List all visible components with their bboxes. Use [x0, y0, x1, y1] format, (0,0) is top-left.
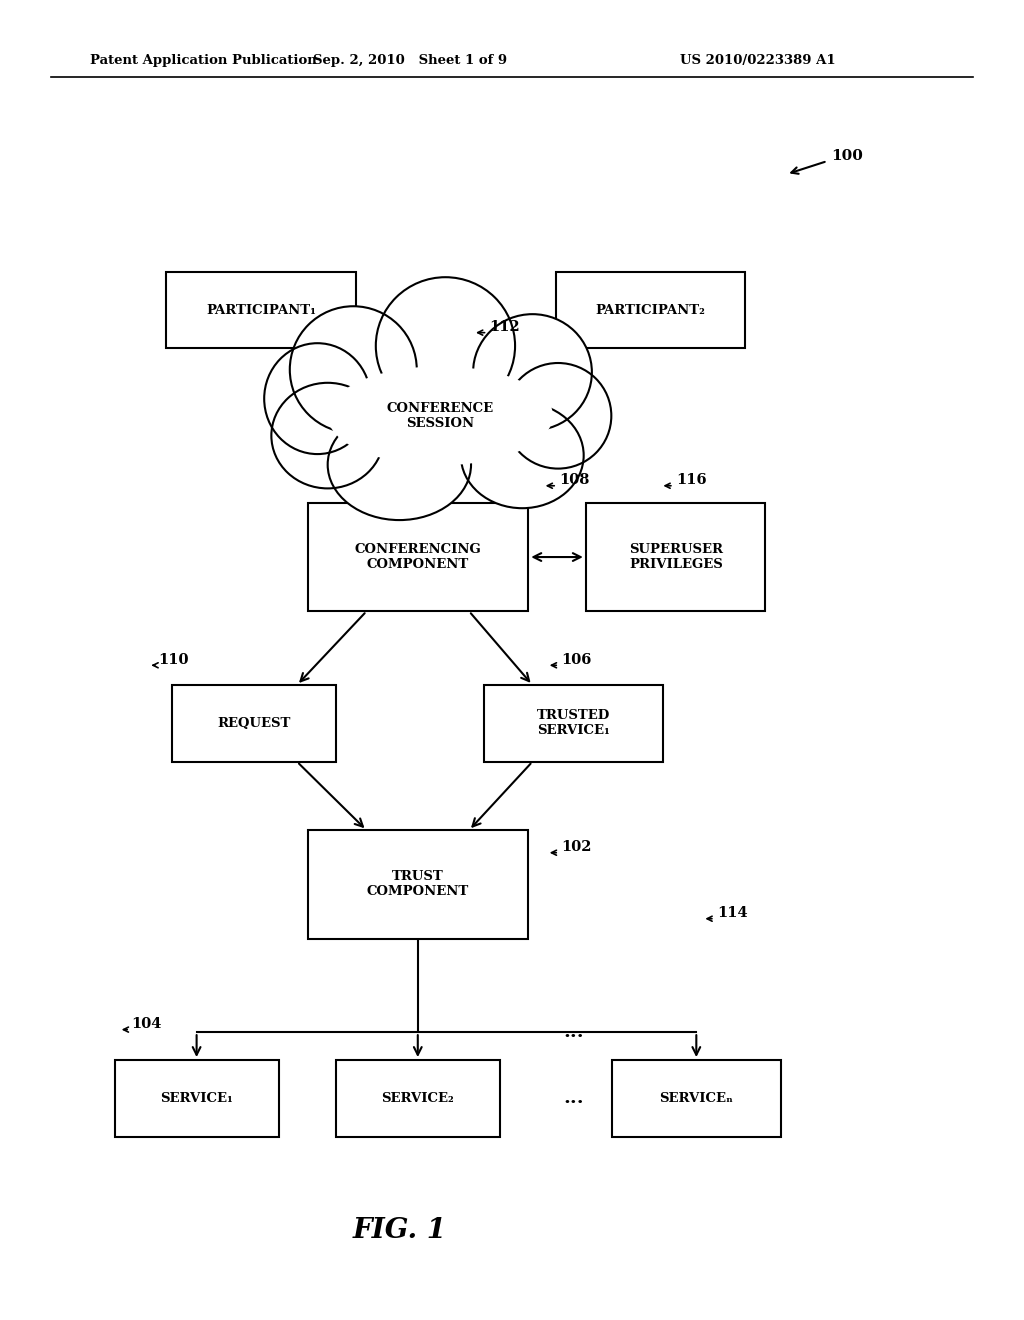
Text: 116: 116: [676, 474, 707, 487]
Text: 108: 108: [559, 474, 590, 487]
Text: ...: ...: [563, 1023, 584, 1041]
Text: PARTICIPANT₂: PARTICIPANT₂: [595, 304, 706, 317]
Text: REQUEST: REQUEST: [217, 717, 291, 730]
FancyBboxPatch shape: [612, 1060, 781, 1137]
Ellipse shape: [328, 367, 553, 466]
Text: SERVICEₙ: SERVICEₙ: [659, 1092, 733, 1105]
Ellipse shape: [461, 403, 584, 508]
Text: CONFERENCING
COMPONENT: CONFERENCING COMPONENT: [354, 543, 481, 572]
FancyBboxPatch shape: [115, 1060, 279, 1137]
Text: TRUST
COMPONENT: TRUST COMPONENT: [367, 870, 469, 899]
Ellipse shape: [376, 277, 515, 414]
FancyBboxPatch shape: [307, 830, 528, 939]
FancyBboxPatch shape: [336, 1060, 500, 1137]
Ellipse shape: [271, 383, 384, 488]
Text: 114: 114: [717, 907, 748, 920]
Text: 100: 100: [831, 149, 863, 162]
Text: CONFERENCE
SESSION: CONFERENCE SESSION: [387, 401, 494, 430]
FancyBboxPatch shape: [172, 685, 336, 762]
FancyBboxPatch shape: [555, 272, 745, 348]
Text: 110: 110: [159, 653, 189, 667]
Ellipse shape: [290, 306, 417, 433]
Text: 102: 102: [561, 841, 592, 854]
Text: ...: ...: [563, 1089, 584, 1107]
Text: PARTICIPANT₁: PARTICIPANT₁: [206, 304, 316, 317]
Ellipse shape: [473, 314, 592, 430]
Text: 104: 104: [131, 1018, 162, 1031]
Text: FIG. 1: FIG. 1: [352, 1217, 446, 1243]
Ellipse shape: [505, 363, 611, 469]
Text: Patent Application Publication: Patent Application Publication: [90, 54, 316, 67]
FancyBboxPatch shape: [307, 503, 528, 611]
Ellipse shape: [264, 343, 371, 454]
Ellipse shape: [328, 409, 471, 520]
Text: SERVICE₁: SERVICE₁: [160, 1092, 233, 1105]
Text: US 2010/0223389 A1: US 2010/0223389 A1: [680, 54, 836, 67]
Text: SERVICE₂: SERVICE₂: [381, 1092, 455, 1105]
FancyBboxPatch shape: [586, 503, 766, 611]
Text: Sep. 2, 2010   Sheet 1 of 9: Sep. 2, 2010 Sheet 1 of 9: [312, 54, 507, 67]
Text: 106: 106: [561, 653, 592, 667]
FancyBboxPatch shape: [484, 685, 664, 762]
Text: 112: 112: [489, 321, 520, 334]
FancyBboxPatch shape: [166, 272, 356, 348]
Text: TRUSTED
SERVICE₁: TRUSTED SERVICE₁: [537, 709, 610, 738]
Text: SUPERUSER
PRIVILEGES: SUPERUSER PRIVILEGES: [629, 543, 723, 572]
